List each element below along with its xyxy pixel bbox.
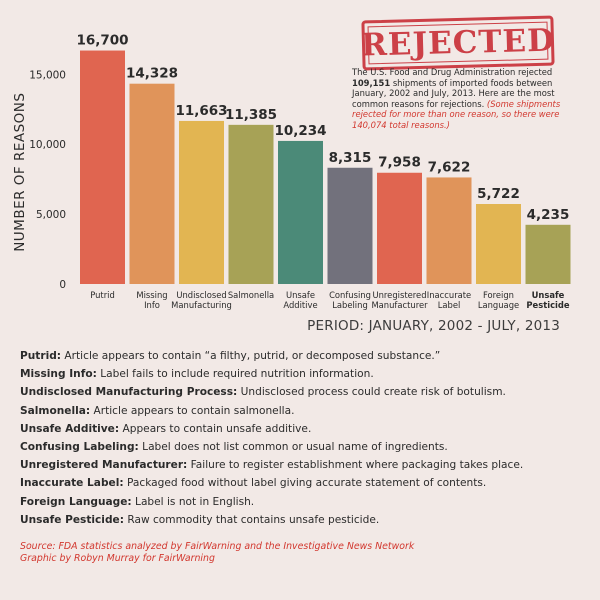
bar bbox=[228, 124, 274, 284]
definition-term: Missing Info: bbox=[20, 368, 97, 381]
bar bbox=[129, 83, 175, 285]
x-tick-label: Inaccurate bbox=[427, 290, 471, 300]
x-tick-label: Info bbox=[144, 300, 160, 310]
definition-desc: Label does not list common or usual name… bbox=[138, 441, 448, 454]
x-tick-label: Labeling bbox=[332, 300, 368, 310]
y-tick-label: 0 bbox=[59, 279, 66, 291]
bar-value-label: 4,235 bbox=[527, 207, 570, 223]
definitions-list: Putrid: Article appears to contain “a fi… bbox=[20, 347, 590, 529]
x-tick-label: Label bbox=[438, 300, 461, 310]
x-tick-label: Unregistered bbox=[372, 290, 426, 300]
y-axis-title: NUMBER OF REASONS bbox=[12, 93, 28, 252]
x-tick-label: Pesticide bbox=[526, 300, 570, 310]
x-tick-label: Confusing bbox=[329, 290, 371, 300]
definition-term: Inaccurate Label: bbox=[20, 477, 124, 490]
definition-row: Putrid: Article appears to contain “a fi… bbox=[20, 347, 590, 365]
bar bbox=[476, 204, 521, 284]
definition-term: Unregistered Manufacturer: bbox=[20, 459, 188, 472]
intro-text-b: shipments of imported foods between Janu… bbox=[352, 77, 555, 109]
bar-value-label: 7,622 bbox=[428, 159, 471, 175]
definition-desc: Appears to contain unsafe additive. bbox=[119, 422, 312, 435]
definition-row: Unsafe Pesticide: Raw commodity that con… bbox=[20, 511, 590, 529]
definition-row: Missing Info: Label fails to include req… bbox=[20, 365, 590, 383]
rejected-stamp-text: REJECTED bbox=[360, 22, 556, 64]
definition-row: Undisclosed Manufacturing Process: Undis… bbox=[20, 383, 590, 401]
x-tick-label: Additive bbox=[283, 300, 317, 310]
intro-highlight: 109,151 bbox=[352, 77, 391, 88]
definition-term: Undisclosed Manufacturing Process: bbox=[20, 386, 238, 399]
bar-value-label: 16,700 bbox=[76, 33, 128, 49]
definition-term: Salmonella: bbox=[20, 404, 91, 417]
definition-desc: Label fails to include required nutritio… bbox=[96, 368, 374, 381]
bar bbox=[80, 50, 125, 285]
x-tick-label: Foreign bbox=[483, 290, 514, 300]
definition-desc: Article appears to contain salmonella. bbox=[90, 404, 295, 417]
definition-row: Unsafe Additive: Appears to contain unsa… bbox=[20, 420, 590, 438]
bar-value-label: 7,958 bbox=[378, 155, 421, 171]
bar-value-label: 5,722 bbox=[477, 186, 520, 202]
x-tick-label: Manufacturing bbox=[171, 300, 232, 310]
source-credit: Source: FDA statistics analyzed by FairW… bbox=[20, 541, 414, 565]
x-tick-label: Undisclosed bbox=[176, 290, 226, 300]
x-tick-label: Missing bbox=[136, 290, 167, 300]
rejected-stamp: REJECTED bbox=[360, 15, 556, 71]
bar-value-label: 8,315 bbox=[329, 150, 372, 166]
intro-text-a: The U.S. Food and Drug Administration re… bbox=[352, 67, 553, 77]
y-tick-label: 10,000 bbox=[29, 139, 66, 151]
definition-term: Putrid: bbox=[20, 350, 62, 362]
credit-line: Graphic by Robyn Murray for FairWarning bbox=[20, 553, 215, 564]
definition-desc: Undisclosed process could create risk of… bbox=[237, 386, 506, 399]
bar bbox=[525, 224, 571, 284]
definition-desc: Failure to register establishment where … bbox=[187, 459, 524, 472]
bar bbox=[426, 177, 472, 284]
x-tick-label: Manufacturer bbox=[371, 300, 428, 310]
source-line: Source: FDA statistics analyzed by FairW… bbox=[20, 541, 415, 552]
y-tick-label: 15,000 bbox=[29, 69, 66, 81]
bar bbox=[327, 167, 373, 284]
definition-desc: Packaged food without label giving accur… bbox=[123, 477, 487, 490]
definition-term: Unsafe Pesticide: bbox=[20, 513, 124, 526]
bar-value-label: 14,328 bbox=[126, 66, 178, 82]
definition-row: Foreign Language: Label is not in Englis… bbox=[20, 493, 590, 511]
definition-row: Unregistered Manufacturer: Failure to re… bbox=[20, 456, 590, 474]
x-tick-label: Unsafe bbox=[532, 290, 565, 300]
definition-row: Salmonella: Article appears to contain s… bbox=[20, 402, 590, 420]
bar-value-label: 10,234 bbox=[274, 123, 326, 139]
definition-desc: Label is not in English. bbox=[131, 495, 255, 508]
definition-desc: Article appears to contain “a filthy, pu… bbox=[61, 350, 441, 362]
intro-note: (Some shipments rejected for more than o… bbox=[352, 98, 561, 130]
definition-desc: Raw commodity that contains unsafe pesti… bbox=[123, 513, 380, 526]
definition-row: Inaccurate Label: Packaged food without … bbox=[20, 474, 590, 492]
x-tick-label: Unsafe bbox=[286, 290, 315, 300]
x-tick-label: Salmonella bbox=[228, 290, 274, 300]
bar-value-label: 11,385 bbox=[225, 107, 277, 123]
bar bbox=[377, 172, 422, 284]
definition-term: Unsafe Additive: bbox=[20, 422, 120, 435]
x-tick-label: Putrid bbox=[90, 290, 115, 300]
bar bbox=[278, 140, 323, 284]
period-label: PERIOD: JANUARY, 2002 - JULY, 2013 bbox=[307, 318, 560, 334]
bar-chart: NUMBER OF REASONS 0 5,000 10,000 15,000 16,70… bbox=[12, 33, 571, 310]
definition-term: Confusing Labeling: bbox=[20, 441, 139, 454]
definition-term: Foreign Language: bbox=[20, 495, 132, 508]
bar bbox=[179, 120, 224, 284]
bar-value-label: 11,663 bbox=[175, 103, 227, 119]
intro-text: The U.S. Food and Drug Administration re… bbox=[352, 67, 578, 131]
definition-row: Confusing Labeling: Label does not list … bbox=[20, 438, 590, 456]
y-tick-label: 5,000 bbox=[36, 209, 66, 221]
x-tick-label: Language bbox=[478, 300, 519, 310]
